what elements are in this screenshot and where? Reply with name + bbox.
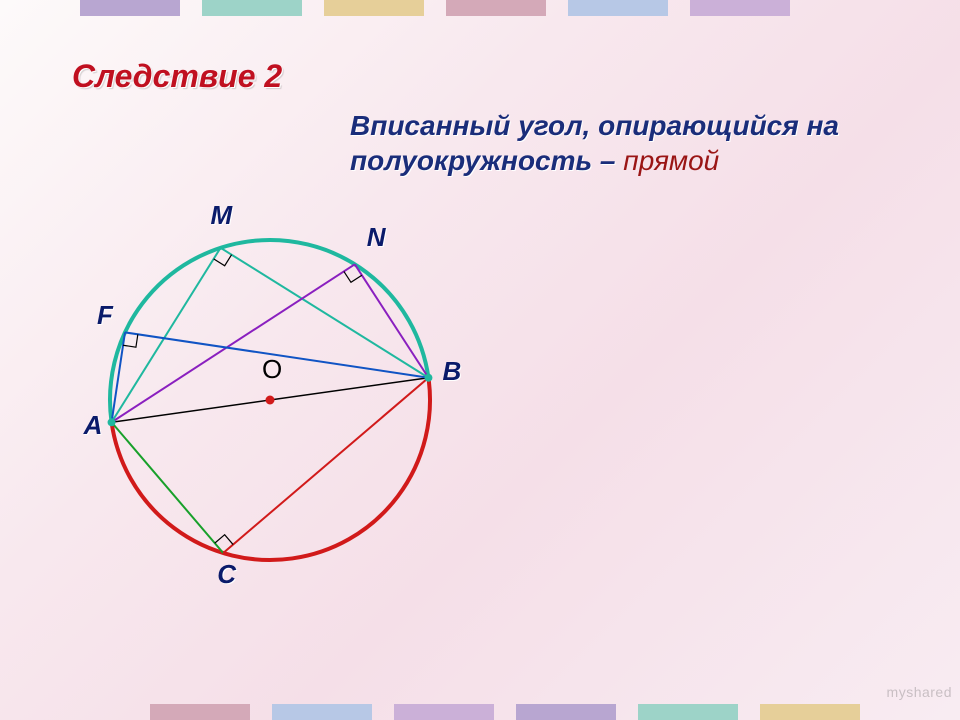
point-label-B: B <box>442 356 461 387</box>
point-label-A: A <box>84 410 103 441</box>
point-label-O: O <box>262 354 282 385</box>
point-label-F: F <box>97 300 113 331</box>
theorem-part1: Вписанный угол, опирающийся на <box>350 110 839 141</box>
point-label-N: N <box>367 222 386 253</box>
point-label-M: M <box>211 200 233 231</box>
theorem-part2: полуокружность – <box>350 145 616 176</box>
theorem-statement: Вписанный угол, опирающийся на полуокруж… <box>350 108 910 178</box>
geometry-svg <box>90 185 490 615</box>
slide-title: Следствие 2 <box>72 58 282 95</box>
point-label-C: C <box>217 559 236 590</box>
slide: Следствие 2 Вписанный угол, опирающийся … <box>0 0 960 720</box>
diagram: ABMNFCO <box>90 185 490 620</box>
watermark: myshared <box>887 684 952 700</box>
theorem-part3: прямой <box>623 145 719 176</box>
